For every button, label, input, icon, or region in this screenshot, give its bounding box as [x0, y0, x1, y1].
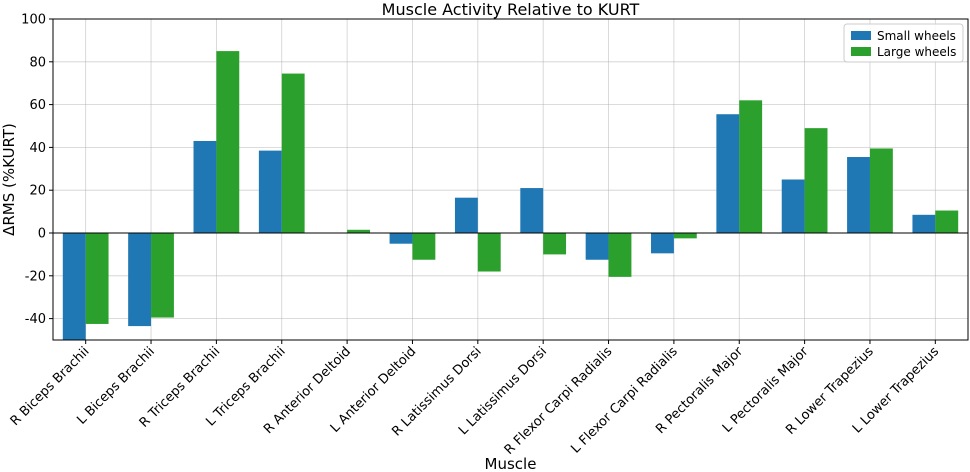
bar-large-wheels: [216, 51, 240, 233]
bar-small-wheels: [454, 197, 478, 233]
y-axis: -40 -20 0 20 40 60 80 100: [21, 13, 53, 327]
bar-large-wheels: [347, 229, 370, 233]
y-tick-label: 40: [29, 141, 46, 156]
bar-large-wheels: [869, 148, 893, 233]
bar-small-wheels: [651, 233, 674, 254]
bar-small-wheels: [847, 157, 870, 233]
legend: Small wheels Large wheels: [843, 23, 964, 63]
bar-large-wheels: [804, 128, 828, 233]
chart-title: Muscle Activity Relative to KURT: [382, 0, 640, 19]
bar-small-wheels: [781, 179, 805, 233]
x-axis-label: Muscle: [485, 455, 537, 472]
legend-label: Large wheels: [877, 45, 956, 59]
bar-small-wheels: [128, 233, 152, 327]
bar-large-wheels: [85, 233, 109, 324]
y-tick-label: -20: [25, 269, 46, 284]
bar-small-wheels: [520, 188, 544, 233]
y-tick-label: 0: [38, 227, 46, 242]
bar-small-wheels: [716, 114, 740, 233]
legend-swatch: [851, 47, 871, 56]
bar-large-wheels: [281, 73, 305, 233]
y-tick-label: 20: [29, 184, 46, 199]
plot-frame: [52, 18, 969, 341]
y-axis-label: ΔRMS (%KURT): [0, 123, 18, 236]
bar-large-wheels: [739, 100, 763, 233]
bars-layer: [62, 51, 959, 340]
y-tick-label: 60: [29, 98, 46, 113]
x-tick-label: L Flexor Carpi Radialis: [568, 344, 681, 457]
bar-small-wheels: [912, 214, 936, 233]
legend-label: Small wheels: [877, 29, 956, 43]
bar-large-wheels: [608, 233, 632, 277]
bar-small-wheels: [258, 150, 282, 233]
bar-small-wheels: [193, 140, 217, 233]
bar-large-wheels: [151, 233, 174, 318]
y-tick-label: 100: [21, 13, 46, 28]
y-tick-label: -40: [25, 312, 46, 327]
bar-small-wheels: [389, 233, 413, 244]
x-tick-label: R Flexor Carpi Radialis: [502, 344, 616, 458]
bar-large-wheels: [477, 233, 501, 272]
bar-large-wheels: [543, 233, 567, 255]
bar-large-wheels: [935, 210, 959, 233]
grid-layer: [53, 18, 968, 340]
bar-large-wheels: [673, 233, 697, 239]
legend-swatch: [851, 31, 871, 40]
bar-small-wheels: [62, 233, 86, 340]
bar-large-wheels: [412, 233, 436, 260]
bar-small-wheels: [585, 233, 609, 260]
y-tick-label: 80: [29, 55, 46, 70]
legend-box: [843, 23, 964, 63]
